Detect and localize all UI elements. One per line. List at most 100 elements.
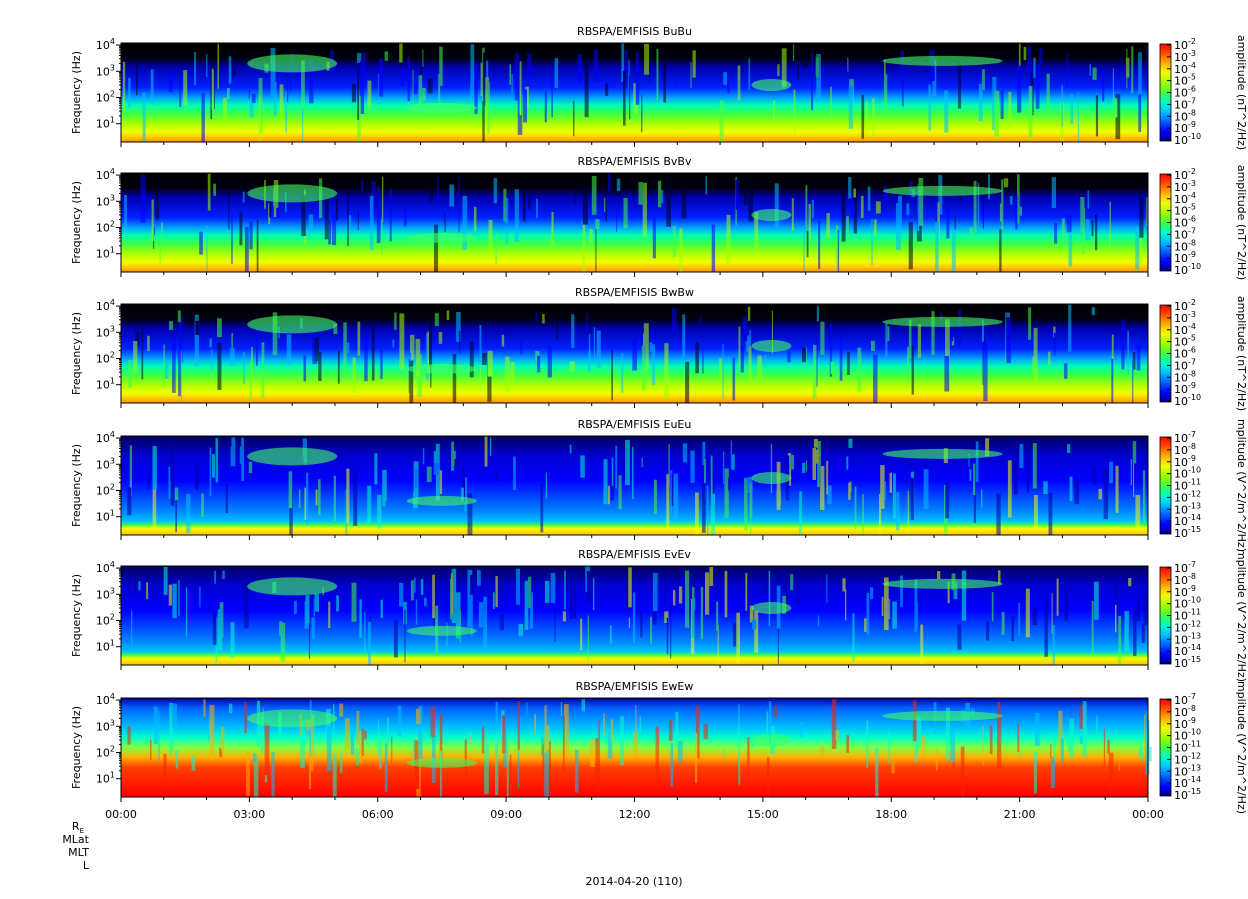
emission-features <box>247 184 1003 243</box>
texture-streak <box>628 617 630 628</box>
texture-streak <box>983 344 988 401</box>
texture-streak <box>893 473 896 519</box>
texture-streak <box>846 216 849 240</box>
texture-streak <box>273 82 277 116</box>
texture-streak <box>641 345 646 391</box>
colorbar: 10-710-810-910-1010-1110-1210-1310-1410-… <box>1159 419 1248 552</box>
y-tick-exponent: 4 <box>110 560 115 569</box>
texture-streak <box>857 347 862 392</box>
texture-streak <box>808 204 811 240</box>
texture-streak <box>272 312 278 356</box>
texture-streak <box>724 571 728 618</box>
texture-streak <box>547 345 552 378</box>
texture-streak <box>781 48 787 88</box>
texture-streak <box>375 46 379 62</box>
texture-streak <box>918 178 924 226</box>
texture-streak <box>351 582 357 622</box>
texture-streak <box>625 579 628 612</box>
texture-streak <box>973 180 977 234</box>
texture-streak <box>179 72 182 107</box>
texture-streak <box>239 212 243 246</box>
texture-streak <box>509 754 512 797</box>
texture-streak <box>985 438 990 457</box>
texture-streak <box>298 489 301 509</box>
texture-streak <box>336 197 339 221</box>
texture-streak <box>670 742 674 787</box>
ephemeris-labels: RE MLat MLT L <box>62 820 90 872</box>
colorbar-tick-label: 10-4 <box>1174 191 1196 206</box>
texture-streak <box>1145 711 1148 736</box>
texture-streak <box>862 494 864 535</box>
texture-streak <box>642 182 647 238</box>
texture-streak <box>591 176 597 215</box>
texture-streak <box>702 441 706 466</box>
texture-streak <box>682 443 688 463</box>
texture-streak <box>652 572 658 611</box>
texture-streak <box>1132 360 1134 403</box>
colorbar-tick-exponent: -8 <box>1188 442 1196 451</box>
texture-streak <box>308 214 314 231</box>
colorbar-tick-exponent: -7 <box>1188 560 1196 569</box>
colorbar-tick-label: 10-8 <box>1174 369 1196 384</box>
texture-streak <box>1000 90 1004 120</box>
texture-streak <box>525 86 529 108</box>
colorbar-tick-label: 10-2 <box>1174 37 1196 52</box>
texture-streak <box>271 751 275 797</box>
texture-streak <box>382 470 387 501</box>
emission-blob <box>751 734 792 746</box>
colorbar-tick-exponent: -8 <box>1188 238 1196 247</box>
texture-streak <box>172 583 177 618</box>
texture-streak <box>1139 197 1144 238</box>
texture-streak <box>414 577 416 593</box>
texture-streak <box>1066 214 1072 233</box>
texture-streak <box>656 49 659 101</box>
colorbar-tick-exponent: -10 <box>1188 728 1201 737</box>
texture-streak <box>209 705 215 761</box>
y-tick-base: 10 <box>96 720 110 733</box>
texture-streak <box>478 602 484 628</box>
texture-streak <box>505 228 508 245</box>
texture-streak <box>872 98 875 138</box>
texture-streak <box>845 589 847 621</box>
colorbar-tick-label: 10-10 <box>1174 262 1201 277</box>
texture-streak <box>135 332 140 346</box>
texture-streak <box>982 319 984 342</box>
texture-streak <box>228 183 230 230</box>
texture-streak <box>802 462 806 473</box>
texture-streak <box>625 439 630 486</box>
texture-streak <box>243 572 249 629</box>
texture-streak <box>1127 331 1129 375</box>
texture-streak <box>1102 69 1105 102</box>
texture-streak <box>473 206 477 232</box>
texture-streak <box>1052 625 1055 665</box>
texture-streak <box>982 725 984 766</box>
texture-streak <box>999 229 1002 272</box>
texture-streak <box>632 592 636 644</box>
colorbar-tick-base: 10 <box>1174 264 1188 277</box>
texture-streak <box>170 439 175 482</box>
texture-streak <box>352 357 356 393</box>
texture-streak <box>1007 460 1012 518</box>
texture-streak <box>429 310 433 366</box>
texture-streak <box>495 701 498 728</box>
colorbar-tick-label: 10-11 <box>1174 608 1201 623</box>
y-tick-label: 104 <box>96 298 115 313</box>
colorbar-tick-exponent: -9 <box>1188 120 1196 129</box>
texture-streak <box>1013 439 1018 495</box>
texture-streak <box>1050 756 1056 788</box>
texture-streak <box>722 343 724 399</box>
texture-streak <box>1136 344 1141 371</box>
texture-streak <box>470 732 472 744</box>
texture-streak <box>764 574 768 592</box>
texture-streak <box>1066 54 1069 88</box>
texture-streak <box>318 351 322 381</box>
texture-streak <box>421 87 426 101</box>
colorbar-tick-base: 10 <box>1174 610 1188 623</box>
texture-streak <box>848 482 851 500</box>
y-tick-exponent: 1 <box>110 116 115 125</box>
texture-streak <box>649 342 653 352</box>
texture-streak <box>1115 94 1121 140</box>
texture-streak <box>573 585 577 619</box>
